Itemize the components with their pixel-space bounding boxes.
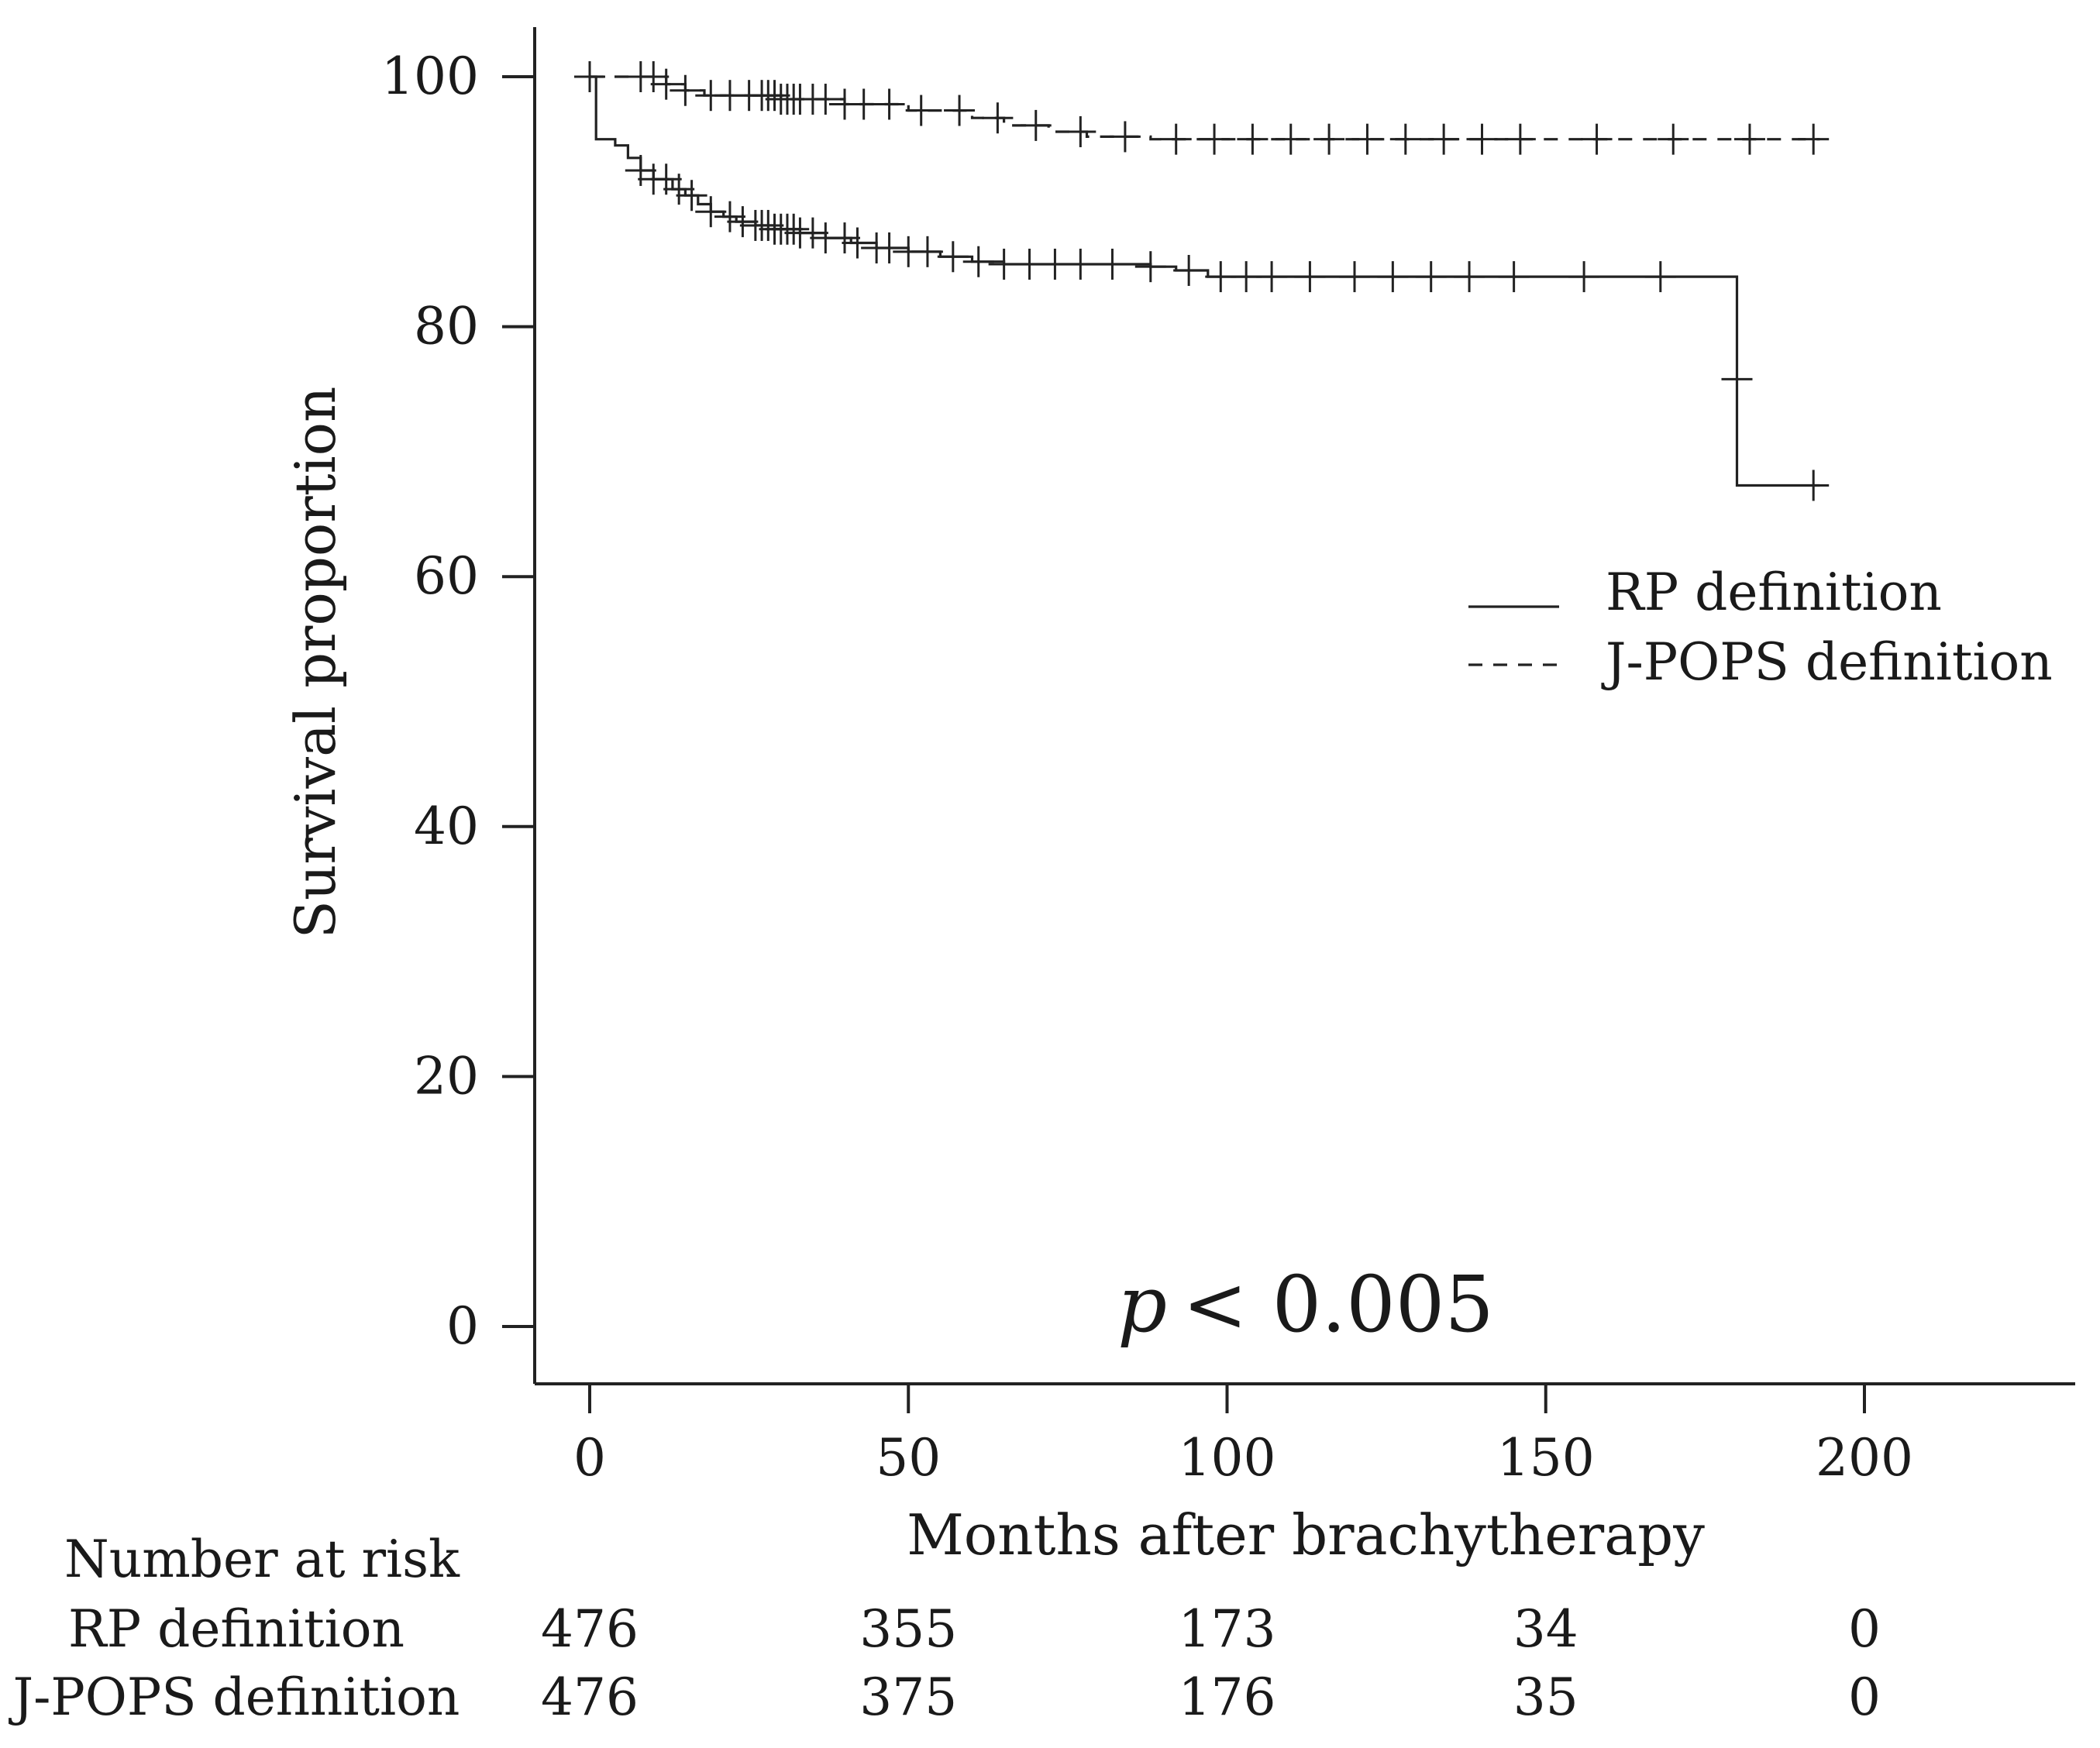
risk-value-jpops-200: 0 — [1848, 1667, 1881, 1727]
y-tick-label-40: 40 — [414, 797, 479, 856]
legend-label-jpops: J-POPS definition — [1601, 632, 2053, 692]
censor-rp-24 — [911, 236, 943, 267]
y-tick-label-100: 100 — [381, 46, 479, 106]
censor-jpops-29 — [1275, 123, 1306, 155]
censor-rp-drop-1 — [1798, 470, 1830, 501]
censor-rp-1 — [625, 154, 656, 186]
censor-jpops-10 — [759, 80, 790, 112]
censor-jpops-26 — [1160, 123, 1192, 155]
censor-jpops-38 — [1733, 123, 1765, 155]
censor-rp-44 — [1644, 261, 1676, 293]
censor-jpops-30 — [1313, 123, 1345, 155]
censor-rp-22 — [873, 232, 905, 263]
risk-value-rp-150: 34 — [1513, 1599, 1578, 1659]
censor-rp-30 — [1065, 248, 1096, 280]
censor-jpops-16 — [810, 84, 842, 115]
x-tick-label-150: 150 — [1497, 1428, 1595, 1488]
censor-rp-8 — [727, 206, 759, 238]
p-value-annotation: p < 0.005 — [1117, 1259, 1494, 1350]
censor-rp-33 — [1173, 255, 1205, 287]
censor-rp-31 — [1096, 248, 1128, 280]
censor-rp-42 — [1498, 261, 1530, 293]
censor-rp-17 — [797, 217, 828, 249]
censor-jpops-4 — [670, 74, 701, 106]
y-ticks: 0 20 40 60 80 100 — [381, 46, 535, 1356]
x-tick-label-50: 50 — [876, 1428, 941, 1488]
censor-rp-15 — [778, 213, 810, 245]
censor-jpops-27 — [1199, 123, 1231, 155]
risk-row-label-jpops: J-POPS definition — [9, 1667, 460, 1727]
x-ticks: 0 50 100 150 200 — [573, 1384, 1913, 1488]
censor-jpops-2 — [638, 61, 670, 92]
censor-rp-41 — [1454, 261, 1485, 293]
censor-rp-26 — [962, 246, 994, 277]
censor-jpops-39 — [1798, 123, 1830, 155]
censor-jpops-25 — [1109, 121, 1141, 153]
risk-table: Number at risk RP definition J-POPS defi… — [9, 1530, 1881, 1727]
risk-value-jpops-50: 375 — [859, 1667, 957, 1727]
censor-rp-39 — [1377, 261, 1409, 293]
censor-jpops-24 — [1065, 115, 1096, 147]
y-tick-label-80: 80 — [414, 297, 479, 356]
risk-row-label-rp: RP definition — [68, 1599, 405, 1659]
legend-label-rp: RP definition — [1606, 563, 1942, 622]
axes: 0 20 40 60 80 100 0 50 100 150 200 Survival propo… — [283, 27, 2075, 1567]
censor-jpops-23 — [1020, 109, 1052, 141]
risk-value-rp-100: 173 — [1179, 1599, 1276, 1659]
p-value-text: < 0.005 — [1183, 1259, 1494, 1350]
censor-jpops-36 — [1581, 123, 1613, 155]
risk-values: 476 355 173 34 0 476 375 176 35 0 — [541, 1599, 1881, 1727]
censor-jpops-35 — [1504, 123, 1536, 155]
p-value-symbol: p — [1117, 1259, 1167, 1350]
censor-rp-drop-0 — [1721, 363, 1753, 395]
series-rp — [574, 61, 1830, 501]
censor-jpops-20 — [905, 95, 937, 126]
censor-rp-25 — [937, 241, 969, 273]
x-axis-title: Months after brachytherapy — [907, 1502, 1705, 1567]
y-tick-label-20: 20 — [414, 1046, 479, 1106]
censor-jpops-32 — [1389, 123, 1421, 155]
risk-value-jpops-150: 35 — [1513, 1667, 1578, 1727]
legend: RP definition J-POPS definition — [1468, 563, 2053, 692]
censor-jpops-28 — [1237, 123, 1269, 155]
y-axis-title: Survival proportion — [283, 387, 348, 939]
censor-rp-6 — [695, 196, 727, 228]
censor-rp-5 — [676, 180, 707, 212]
risk-table-header: Number at risk — [64, 1530, 460, 1589]
censor-jpops-0 — [574, 61, 605, 92]
x-tick-label-200: 200 — [1816, 1428, 1913, 1488]
censor-jpops-37 — [1658, 123, 1689, 155]
y-tick-label-60: 60 — [414, 546, 479, 606]
censor-rp-7 — [714, 201, 745, 232]
risk-value-jpops-0: 476 — [541, 1667, 639, 1727]
censor-rp-36 — [1256, 261, 1288, 293]
censor-rp-4 — [663, 174, 695, 205]
risk-value-rp-200: 0 — [1848, 1599, 1881, 1659]
censor-rp-11 — [752, 209, 784, 241]
censor-rp-40 — [1415, 261, 1447, 293]
censor-rp-38 — [1339, 261, 1370, 293]
censor-jpops-33 — [1428, 123, 1460, 155]
risk-value-rp-0: 476 — [541, 1599, 639, 1659]
x-tick-label-0: 0 — [573, 1428, 606, 1488]
censor-jpops-19 — [873, 88, 905, 120]
censor-jpops-31 — [1351, 123, 1383, 155]
censor-rp-19 — [829, 222, 860, 254]
censor-rp-43 — [1568, 261, 1600, 293]
risk-value-rp-50: 355 — [859, 1599, 957, 1659]
censor-jpops-22 — [982, 102, 1014, 134]
censor-jpops-21 — [944, 95, 976, 126]
censor-jpops-3 — [650, 68, 682, 100]
plot-area — [574, 61, 1830, 501]
censor-rp-32 — [1134, 251, 1166, 283]
series-jpops — [574, 61, 1830, 155]
x-tick-label-100: 100 — [1179, 1428, 1276, 1488]
y-tick-label-0: 0 — [446, 1296, 479, 1356]
censor-jpops-34 — [1466, 123, 1498, 155]
censor-rp-20 — [842, 227, 873, 259]
risk-value-jpops-100: 176 — [1179, 1667, 1276, 1727]
censor-rp-37 — [1294, 261, 1326, 293]
